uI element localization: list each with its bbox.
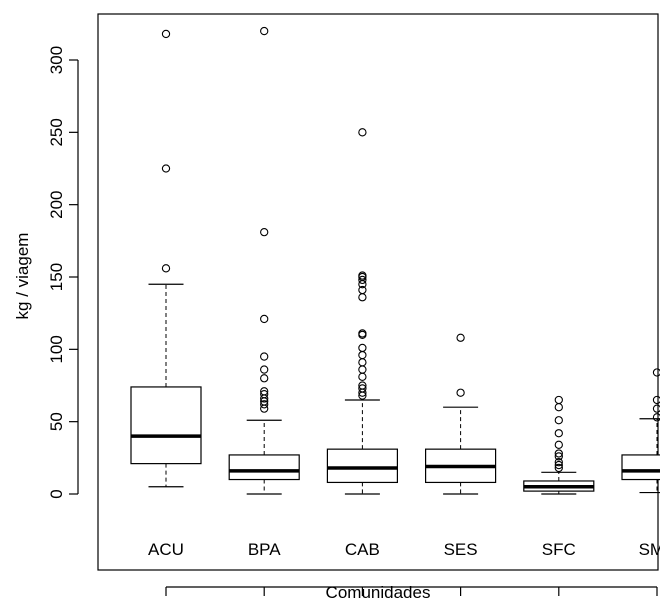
- outlier-point: [653, 405, 660, 412]
- outlier-point: [457, 389, 464, 396]
- outlier-point: [359, 344, 366, 351]
- x-tick-label: SES: [444, 540, 478, 559]
- y-tick-label: 50: [47, 412, 66, 431]
- outlier-point: [261, 27, 268, 34]
- outlier-point: [261, 375, 268, 382]
- outlier-point: [359, 294, 366, 301]
- box-iqr: [131, 387, 201, 464]
- y-tick-label: 0: [47, 489, 66, 498]
- y-tick-label: 100: [47, 335, 66, 363]
- outlier-point: [162, 30, 169, 37]
- outlier-point: [359, 366, 366, 373]
- box-acu: [131, 30, 201, 486]
- outlier-point: [162, 265, 169, 272]
- y-tick-label: 200: [47, 190, 66, 218]
- outlier-point: [653, 396, 660, 403]
- outlier-point: [457, 334, 464, 341]
- box-iqr: [229, 455, 299, 480]
- box-sma: [622, 369, 660, 493]
- outlier-point: [555, 404, 562, 411]
- boxes-group: [131, 27, 660, 494]
- outlier-point: [359, 129, 366, 136]
- box-iqr: [327, 449, 397, 482]
- outlier-point: [261, 315, 268, 322]
- x-tick-label: CAB: [345, 540, 380, 559]
- outlier-point: [653, 369, 660, 376]
- outlier-point: [359, 352, 366, 359]
- x-tick-label: SFC: [542, 540, 576, 559]
- x-tick-label: BPA: [248, 540, 281, 559]
- outlier-point: [555, 417, 562, 424]
- y-tick-label: 250: [47, 118, 66, 146]
- outlier-point: [555, 430, 562, 437]
- outlier-point: [555, 441, 562, 448]
- outlier-point: [359, 359, 366, 366]
- y-axis: 0 50 100 150 200 250 300: [47, 46, 78, 499]
- outlier-point: [261, 353, 268, 360]
- outlier-point: [555, 396, 562, 403]
- x-axis-title: Comunidades: [326, 583, 431, 602]
- box-sfc: [524, 396, 594, 494]
- y-tick-label: 150: [47, 263, 66, 291]
- box-iqr: [622, 455, 660, 480]
- box-ses: [426, 334, 496, 494]
- outlier-point: [359, 373, 366, 380]
- outlier-point: [261, 366, 268, 373]
- box-bpa: [229, 27, 299, 494]
- y-axis-title: kg / viagem: [13, 233, 32, 320]
- outlier-point: [261, 229, 268, 236]
- y-tick-label: 300: [47, 46, 66, 74]
- outlier-point: [162, 165, 169, 172]
- x-tick-label: SMA: [639, 540, 660, 559]
- x-tick-label: ACU: [148, 540, 184, 559]
- box-cab: [327, 129, 397, 494]
